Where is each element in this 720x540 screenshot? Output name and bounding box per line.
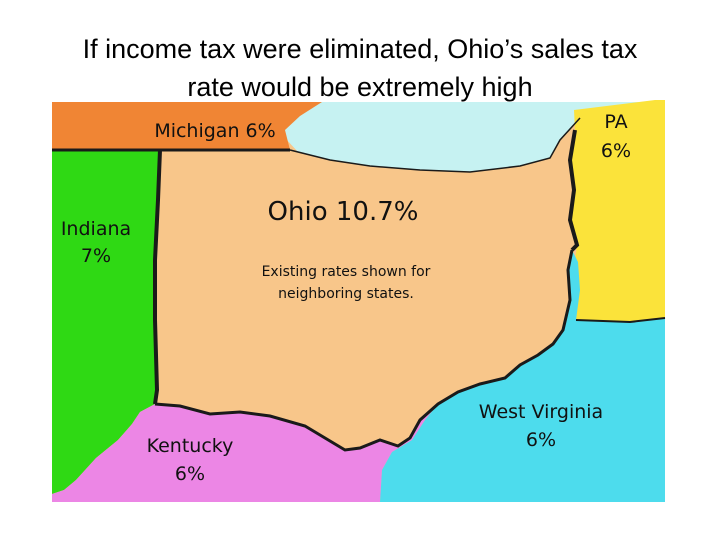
ohio-west-border	[153, 149, 162, 405]
region-west-virginia	[380, 250, 665, 502]
label-pa-line2: 6%	[601, 140, 631, 162]
lake-shoreline	[289, 117, 581, 173]
slide-title: If income tax were eliminated, Ohio’s sa…	[0, 30, 720, 106]
note-line1: Existing rates shown for	[262, 264, 431, 280]
label-pa-line1: PA	[604, 111, 627, 133]
label-kentucky-line1: Kentucky	[147, 435, 234, 457]
label-wv-line2: 6%	[526, 429, 556, 451]
ohio-east-border	[567, 129, 580, 252]
label-indiana-line2: 7%	[81, 245, 111, 267]
label-wv-line1: West Virginia	[479, 401, 603, 423]
label-michigan: Michigan 6%	[154, 120, 275, 142]
label-kentucky-line2: 6%	[175, 463, 205, 485]
region-pennsylvania	[570, 100, 665, 322]
label-ohio: Ohio 10.7%	[268, 197, 419, 227]
note-line2: neighboring states.	[278, 286, 414, 302]
lake-erie	[262, 102, 655, 172]
label-indiana-line1: Indiana	[61, 218, 131, 240]
region-kentucky	[52, 404, 438, 502]
pa-wv-border	[575, 317, 666, 324]
ohio-south-border	[154, 249, 574, 452]
region-indiana	[52, 150, 160, 494]
region-michigan	[52, 102, 322, 150]
title-line-1: If income tax were eliminated, Ohio’s sa…	[82, 34, 638, 64]
title-line-2: rate would be extremely high	[187, 72, 533, 102]
